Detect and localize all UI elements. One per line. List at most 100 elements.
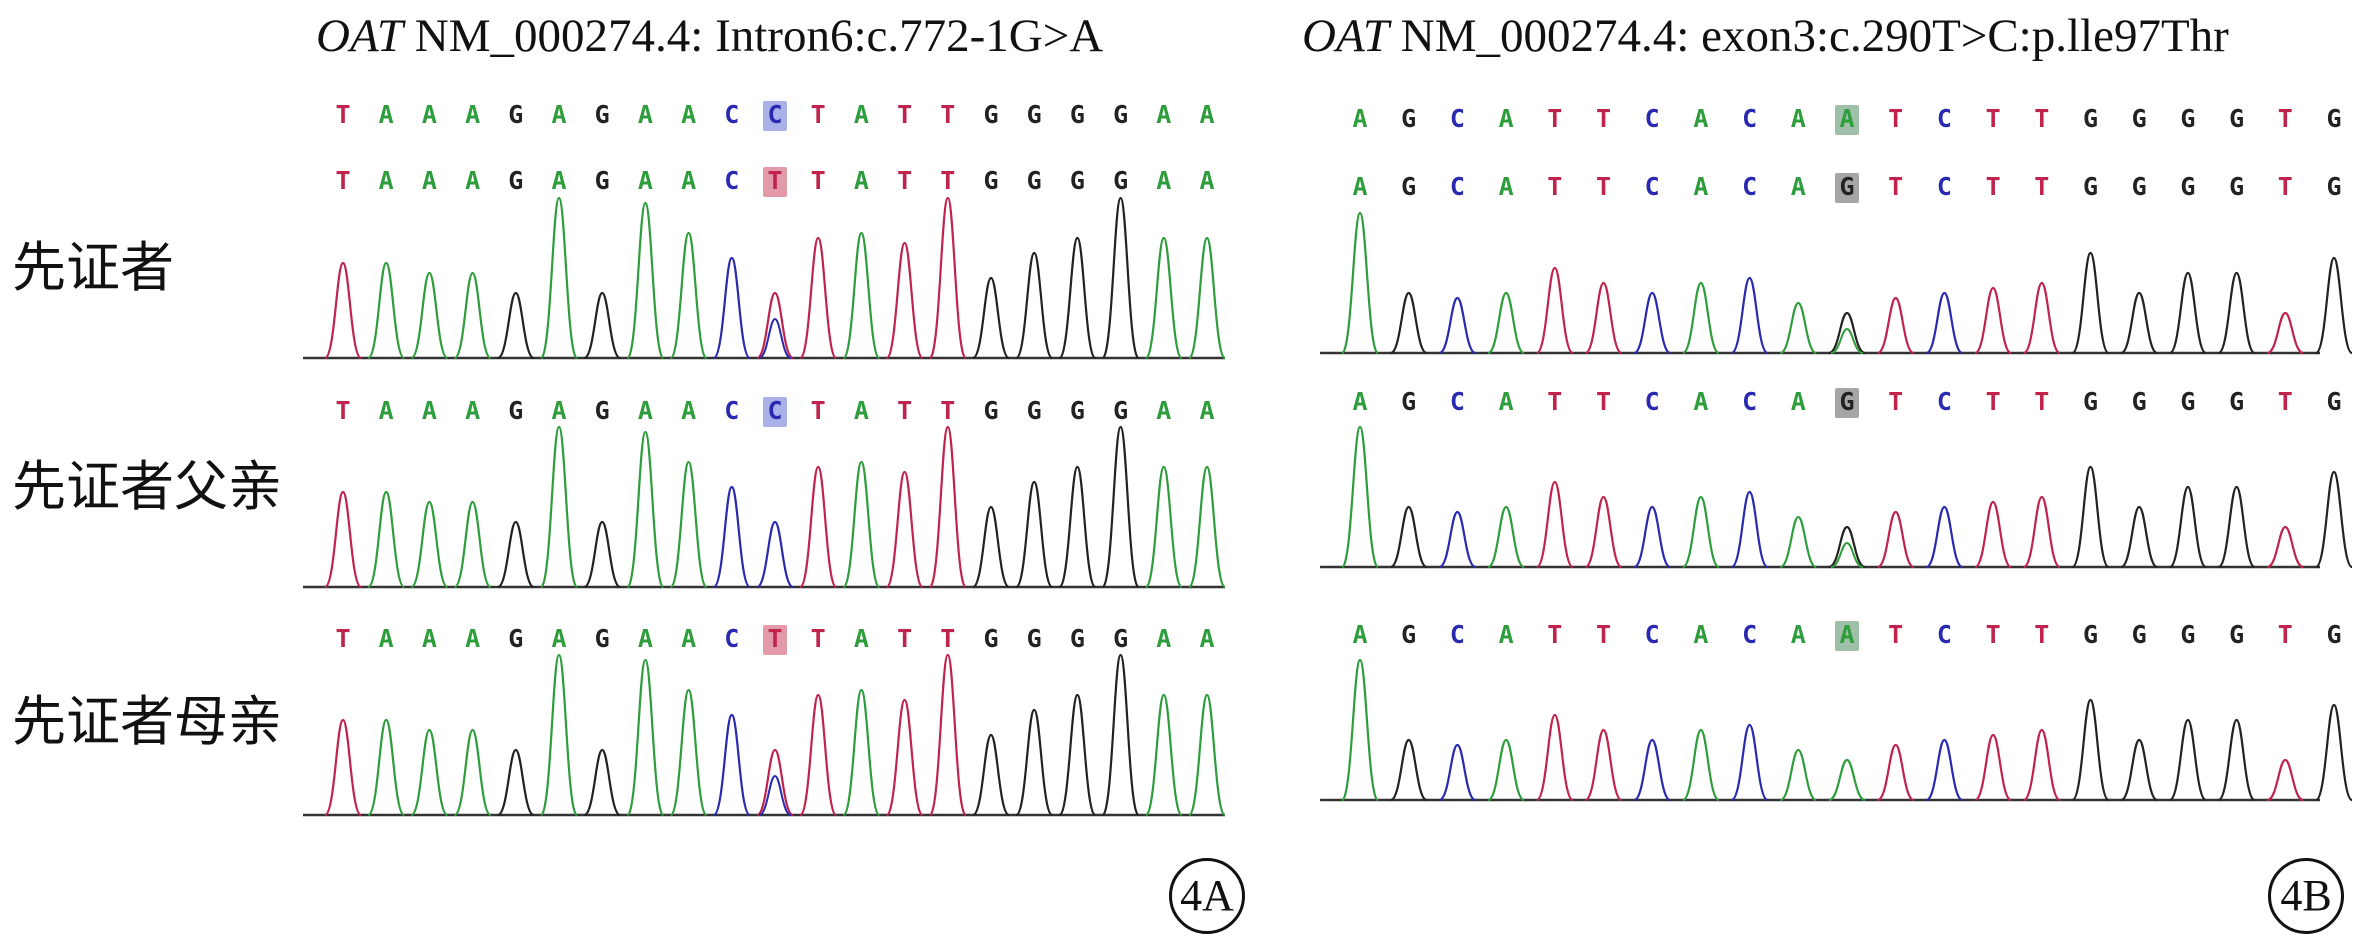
panel-b-row1-base-5: T — [1596, 387, 1611, 416]
panel-b-row2-peak-17 — [2168, 718, 2207, 802]
panel-b-row2-base-16: G — [2132, 620, 2147, 649]
panel-b-row2-peak-16 — [2120, 738, 2158, 802]
panel-b-row1-base-15: G — [2083, 387, 2098, 416]
panel-a-row2-peak-8 — [669, 688, 708, 817]
panel-b-row1-peak-17 — [2168, 485, 2207, 569]
panel-b-row2-peak-5 — [1584, 728, 1623, 802]
panel-b-row0-base-13: T — [1986, 172, 2001, 201]
panel-a-ref-base-11: T — [811, 100, 826, 129]
panel-b-row0-peak-1 — [1390, 291, 1428, 355]
panel-a-row1-base-16: G — [1027, 396, 1042, 425]
panel-a-row2-peak-15 — [971, 733, 1011, 817]
panel-a-row2-peak-11 — [799, 693, 838, 817]
panel-b-row1-peak-20 — [2314, 470, 2354, 569]
panel-b-ref-base-12: C — [1937, 104, 1952, 133]
panel-a-row1-base-13: T — [897, 396, 912, 425]
panel-a-row0-base-0: T — [335, 166, 350, 195]
panel-a-ref-base-13: T — [897, 100, 912, 129]
panel-b-variant: NM_000274.4: exon3:c.290T>C:p.lle97Thr — [1389, 10, 2229, 62]
panel-b-row0-base-12: C — [1937, 172, 1952, 201]
panel-a-row1-peak-1 — [367, 490, 406, 589]
panel-a-row0-base-4: G — [508, 166, 523, 195]
panel-b-row1-peak-10 — [1828, 525, 1866, 569]
panel-b-row2-variant-highlight — [1835, 621, 1859, 651]
panel-a-row0-peak-19 — [1144, 236, 1183, 360]
panel-a-row0-peak-1 — [367, 261, 406, 360]
panel-b-row0-base-3: A — [1499, 172, 1514, 201]
panel-a-row1-base-4: G — [508, 396, 523, 425]
panel-b-row2-peak-8 — [1730, 723, 1769, 802]
panel-b-row0-peak-14 — [2023, 281, 2061, 355]
panel-b-ref-base-18: G — [2229, 104, 2244, 133]
panel-a-tag: 4A — [1169, 858, 1245, 934]
panel-a-row0-base-3: A — [465, 166, 480, 195]
panel-b-row0-base-11: T — [1888, 172, 1903, 201]
panel-b-row2-peak-13 — [1974, 733, 2012, 802]
panel-a-row0-peak-8 — [669, 231, 708, 360]
panel-a-row2-base-14: T — [940, 624, 955, 653]
panel-b-ref-base-6: C — [1645, 104, 1660, 133]
panel-b-row1-base-8: C — [1742, 387, 1757, 416]
panel-b-row0-base-19: T — [2278, 172, 2293, 201]
panel-a-row1-peak-8 — [669, 460, 708, 589]
panel-a-row1-base-9: C — [724, 396, 739, 425]
panel-a-ref-base-14: T — [940, 100, 955, 129]
panel-b-row1-peak-2 — [1438, 510, 1476, 569]
panel-a-ref-base-1: A — [379, 100, 394, 129]
panel-b-row0-base-5: T — [1596, 172, 1611, 201]
panel-b-row1-base-14: T — [2034, 387, 2049, 416]
panel-b-row1-base-10: G — [1839, 387, 1854, 416]
panel-a-row0-peak-18 — [1101, 196, 1140, 360]
panel-a-row2-peak-2 — [410, 728, 449, 817]
panel-b-row2-base-1: G — [1401, 620, 1416, 649]
panel-a-gene: OAT — [316, 10, 404, 62]
panel-b-ref-base-11: T — [1888, 104, 1903, 133]
panel-b-row2-peak-3 — [1487, 738, 1525, 802]
panel-a-row2-base-3: A — [465, 624, 480, 653]
panel-a-row0-base-9: C — [724, 166, 739, 195]
panel-a-row2-base-13: T — [897, 624, 912, 653]
panel-a-row2-base-18: G — [1113, 624, 1128, 653]
panel-b-ref-base-1: G — [1401, 104, 1416, 133]
panel-a-ref-base-17: G — [1070, 100, 1085, 129]
panel-a-row0-base-8: A — [681, 166, 696, 195]
panel-b-row2-base-8: C — [1742, 620, 1757, 649]
panel-a-row0-base-14: T — [940, 166, 955, 195]
panel-a-ref-base-2: A — [422, 100, 437, 129]
panel-a-ref-base-7: A — [638, 100, 653, 129]
panel-a-row1-peak-9 — [712, 485, 751, 589]
panel-b-row0-peak-7 — [1682, 281, 1720, 355]
panel-b-ref-base-16: G — [2132, 104, 2147, 133]
panel-a-ref-base-16: G — [1027, 100, 1042, 129]
panel-b-row1-peak-19 — [2266, 525, 2304, 569]
panel-a-row0-variant-highlight — [763, 167, 787, 197]
panel-a-row0-base-12: A — [854, 166, 869, 195]
panel-b-row1-peak-1 — [1390, 505, 1428, 569]
panel-a-ref-base-9: C — [724, 100, 739, 129]
panel-a-row0-base-5: A — [551, 166, 566, 195]
panel-b-row0-base-15: G — [2083, 172, 2098, 201]
panel-b-row0-peak-6 — [1633, 291, 1671, 355]
panel-a-row0-base-20: A — [1199, 166, 1214, 195]
panel-a-row2-base-2: A — [422, 624, 437, 653]
panel-a-ref-base-18: G — [1113, 100, 1128, 129]
panel-b-ref-variant-highlight — [1835, 105, 1859, 135]
panel-b-row0-base-14: T — [2034, 172, 2049, 201]
panel-a-row0-base-16: G — [1027, 166, 1042, 195]
panel-b-ref-base-5: T — [1596, 104, 1611, 133]
panel-b-row2-base-18: G — [2229, 620, 2244, 649]
panel-b-gene: OAT — [1302, 10, 1390, 62]
panel-a-row2-het-peak — [758, 774, 792, 816]
panel-b-row2-base-5: T — [1596, 620, 1611, 649]
panel-b-ref-base-0: A — [1352, 104, 1367, 133]
panel-b-row1-base-6: C — [1645, 387, 1660, 416]
panel-a-row0-peak-5 — [539, 196, 579, 360]
panel-a-row1-peak-17 — [1058, 465, 1097, 589]
panel-b-row0-peak-0 — [1340, 211, 1380, 355]
panel-b-row1-peak-12 — [1925, 505, 1963, 569]
panel-a-title: OAT NM_000274.4: Intron6:c.772-1G>A — [316, 6, 1103, 66]
panel-a-row0-peak-14 — [928, 196, 967, 360]
panel-b-row1-base-17: G — [2180, 387, 2195, 416]
panel-a-ref-base-20: A — [1199, 100, 1214, 129]
